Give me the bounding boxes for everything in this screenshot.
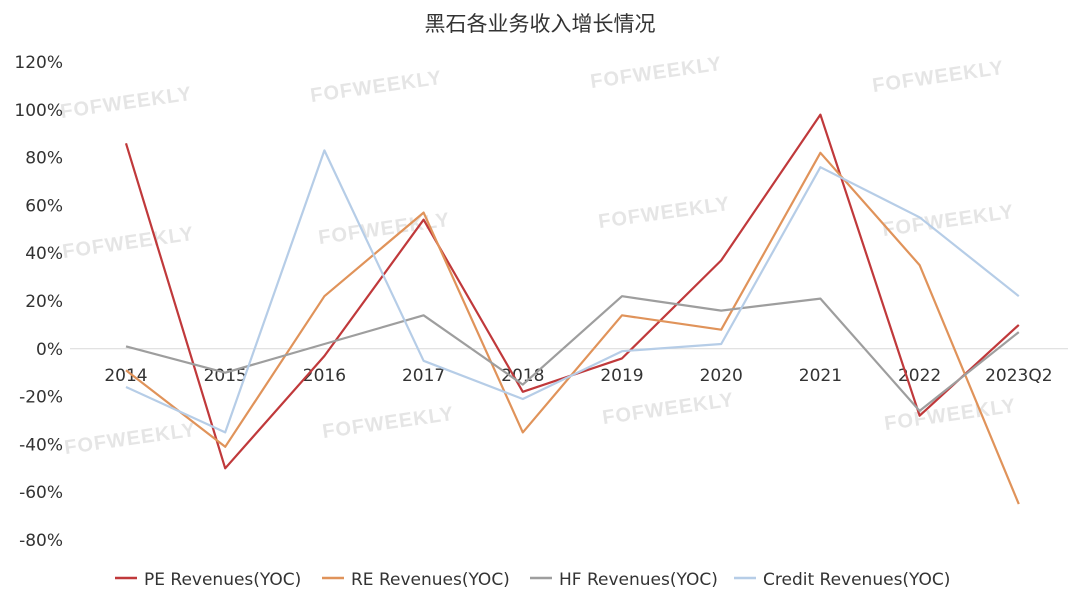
x-tick-label: 2018 — [501, 366, 544, 386]
series-line-3 — [125, 295, 1020, 412]
series-line-1 — [124, 113, 1020, 470]
y-tick-label: -40% — [19, 435, 63, 455]
x-tick-label: 2014 — [104, 366, 147, 386]
y-tick-label: 80% — [25, 149, 63, 169]
y-tick-label: 120% — [14, 53, 63, 73]
x-tick-label: 2023Q2 — [985, 366, 1052, 386]
chart-title: 黑石各业务收入增长情况 — [424, 12, 656, 36]
legend-label: PE Revenues(YOC) — [144, 570, 301, 590]
series-line-2 — [125, 151, 1020, 505]
y-tick-label: 0% — [36, 340, 63, 360]
x-tick-label: 2020 — [700, 366, 743, 386]
y-tick-label: 60% — [25, 196, 63, 216]
x-tick-label: 2016 — [303, 366, 346, 386]
legend-label: HF Revenues(YOC) — [559, 570, 718, 590]
y-tick-label: -20% — [19, 388, 63, 408]
y-tick-label: 100% — [14, 101, 63, 121]
legend-label: Credit Revenues(YOC) — [763, 570, 950, 590]
series-line-4 — [125, 149, 1020, 434]
legend-label: RE Revenues(YOC) — [351, 570, 510, 590]
y-tick-label: 20% — [25, 292, 63, 312]
y-tick-label: -60% — [19, 483, 63, 503]
y-tick-label: 40% — [25, 244, 63, 264]
y-tick-label: -80% — [19, 531, 63, 551]
x-tick-label: 2017 — [402, 366, 445, 386]
x-tick-label: 2021 — [799, 366, 842, 386]
x-tick-label: 2019 — [600, 366, 643, 386]
